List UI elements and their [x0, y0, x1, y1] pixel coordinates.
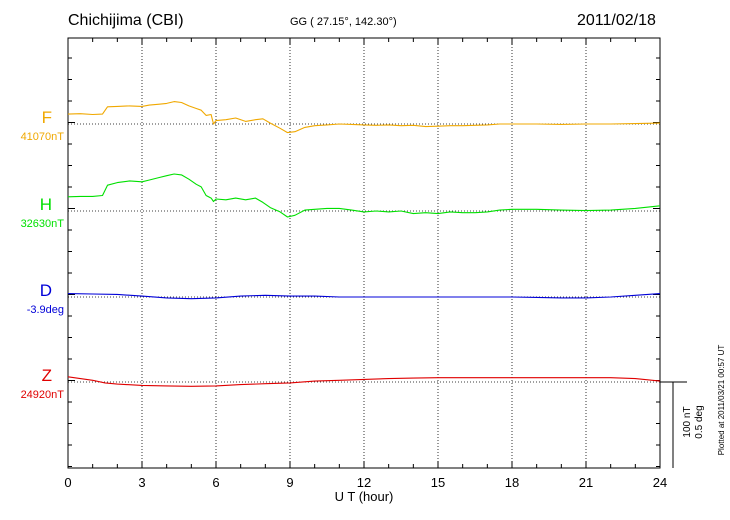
- axis-ticks: [67, 38, 661, 468]
- plot-footnote: Plotted at 2011/03/21 00:57 UT: [717, 345, 726, 456]
- x-tick-labels: 0 3 6 9 12 15 18 21 24: [64, 475, 667, 490]
- series-baseline-value-h: 32630nT: [20, 218, 64, 230]
- scale-label-nT: 100 nT: [682, 406, 693, 437]
- x-tick-label: 3: [138, 475, 145, 490]
- grid-lines: [141, 38, 587, 468]
- series-label-z: Z: [41, 366, 52, 385]
- x-tick-label: 6: [212, 475, 219, 490]
- x-axis-label: U T (hour): [335, 489, 394, 504]
- plot-date: 2011/02/18: [577, 12, 656, 29]
- series-baseline-value-f: 41070nT: [20, 131, 64, 143]
- scale-bar: 100 nT 0.5 deg: [660, 381, 705, 468]
- x-tick-label: 21: [579, 475, 593, 490]
- x-tick-label: 0: [64, 475, 71, 490]
- series-baselines: [68, 123, 660, 383]
- series-baseline-value-z: 24920nT: [20, 389, 64, 401]
- series-label-f: F: [41, 108, 52, 127]
- station-coordinates: GG ( 27.15°, 142.30°): [290, 16, 397, 28]
- series-baseline-value-d: -3.9deg: [26, 304, 64, 316]
- plot-frame: [67, 37, 661, 469]
- series-line-h: [67, 173, 661, 218]
- series-label-d: D: [39, 281, 52, 300]
- series-line-f: [67, 101, 661, 134]
- x-tick-label: 18: [505, 475, 519, 490]
- scale-label-deg: 0.5 deg: [694, 405, 705, 438]
- station-title: Chichijima (CBI): [68, 12, 184, 29]
- x-tick-label: 12: [357, 475, 371, 490]
- x-tick-label: 15: [431, 475, 445, 490]
- series-line-d: [67, 293, 661, 300]
- series-label-h: H: [39, 195, 52, 214]
- series-lines: [67, 101, 661, 387]
- x-tick-label: 24: [653, 475, 667, 490]
- series-line-z: [67, 376, 661, 387]
- x-tick-label: 9: [286, 475, 293, 490]
